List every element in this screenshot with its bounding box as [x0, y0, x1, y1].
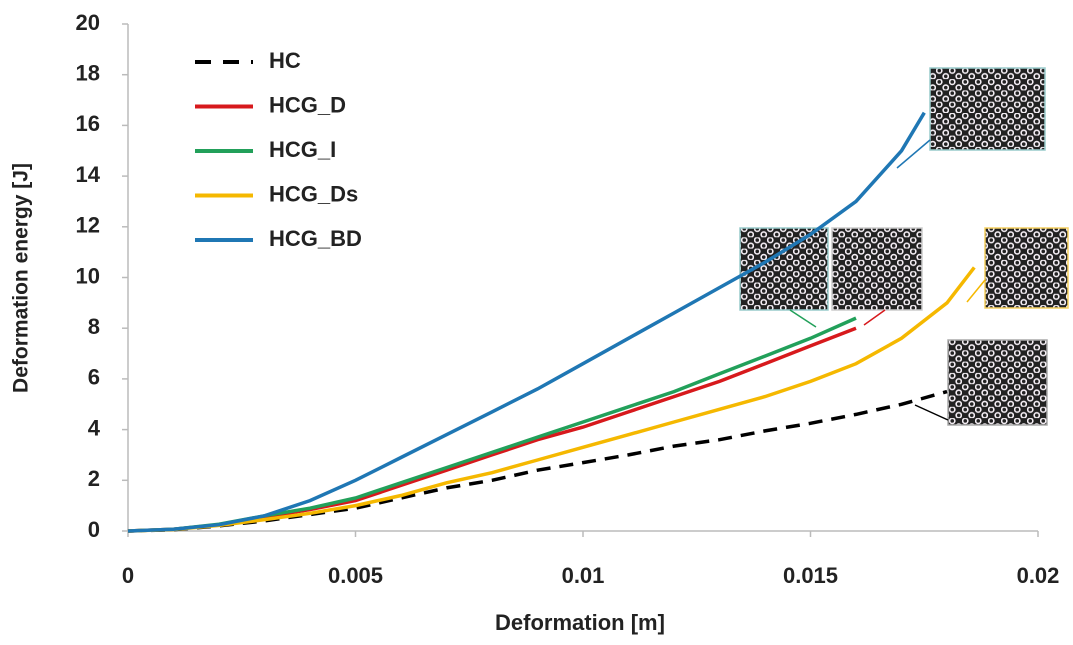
legend-label: HCG_D: [269, 92, 346, 117]
x-axis-label: Deformation [m]: [495, 610, 665, 635]
inset-arrow: [967, 280, 985, 302]
x-tick-label: 0.01: [562, 563, 605, 588]
series-line: [128, 113, 924, 531]
inset-arrow: [790, 310, 816, 327]
y-tick-label: 12: [76, 213, 100, 238]
y-tick-label: 10: [76, 263, 100, 288]
legend-label: HC: [269, 48, 301, 73]
series-line: [128, 328, 856, 531]
y-tick-label: 6: [88, 365, 100, 390]
inset-image: [948, 340, 1047, 425]
y-tick-label: 16: [76, 111, 100, 136]
inset-image: [985, 228, 1068, 308]
y-tick-label: 8: [88, 314, 100, 339]
x-tick-label: 0.015: [783, 563, 838, 588]
inset-arrow: [915, 405, 948, 420]
y-axis-label: Deformation energy [J]: [10, 163, 33, 393]
y-tick-label: 18: [76, 61, 100, 86]
chart: Deformation [m] Deformation energy [J] 0…: [0, 0, 1073, 640]
x-tick-label: 0.005: [328, 563, 383, 588]
y-tick-label: 2: [88, 466, 100, 491]
legend-label: HCG_BD: [269, 226, 362, 251]
inset-image: [930, 68, 1045, 150]
inset-image: [832, 228, 922, 310]
x-tick-label: 0.02: [1017, 563, 1060, 588]
legend-label: HCG_Ds: [269, 181, 358, 206]
y-tick-label: 4: [88, 415, 101, 440]
x-tick-label: 0: [122, 563, 134, 588]
legend-label: HCG_I: [269, 137, 336, 162]
y-tick-label: 14: [76, 162, 101, 187]
y-tick-label: 20: [76, 10, 100, 35]
inset-arrow: [864, 310, 885, 325]
y-tick-label: 0: [88, 517, 100, 542]
inset-arrow: [897, 140, 930, 168]
series-line: [128, 318, 856, 531]
